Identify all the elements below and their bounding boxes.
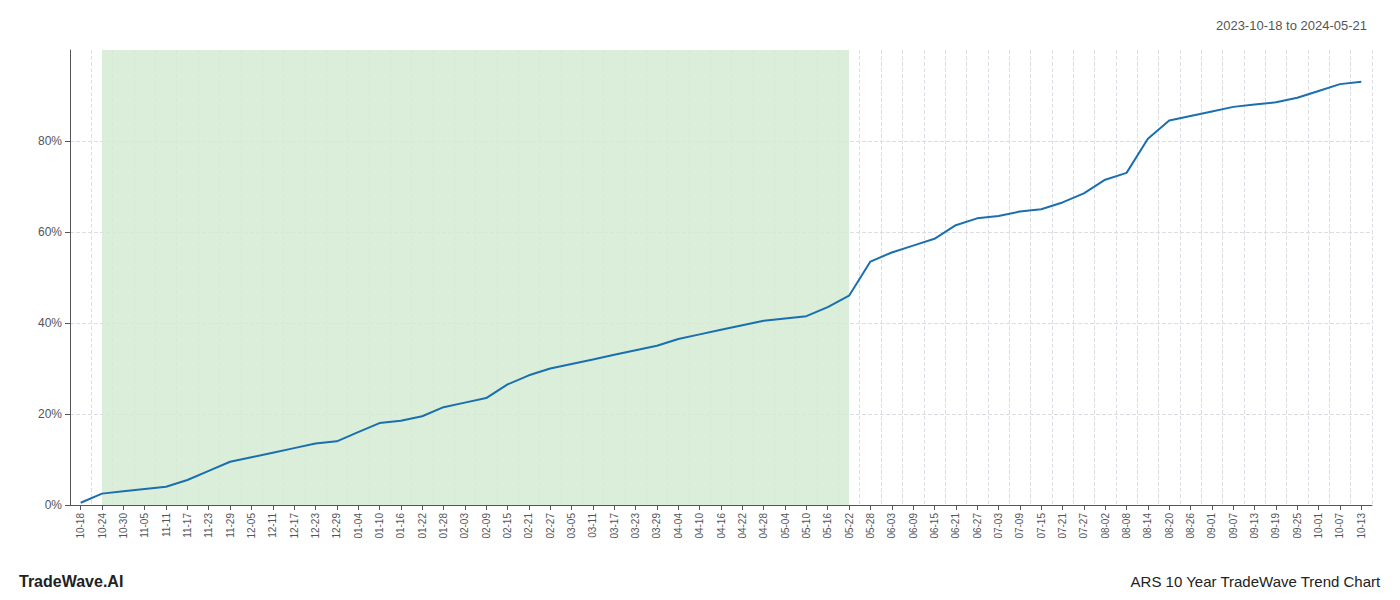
svg-text:12-11: 12-11: [267, 513, 278, 538]
svg-text:10-13: 10-13: [1356, 513, 1367, 539]
svg-text:TradeWave.AI: TradeWave.AI: [19, 573, 123, 590]
svg-text:08-20: 08-20: [1164, 513, 1175, 539]
svg-text:11-05: 11-05: [139, 513, 150, 538]
svg-text:20%: 20%: [38, 407, 62, 421]
svg-text:09-25: 09-25: [1292, 513, 1303, 539]
svg-text:09-19: 09-19: [1270, 513, 1281, 539]
svg-text:04-04: 04-04: [673, 513, 684, 539]
svg-text:08-14: 08-14: [1142, 513, 1153, 539]
svg-text:02-21: 02-21: [523, 513, 534, 539]
svg-text:08-26: 08-26: [1185, 513, 1196, 539]
svg-text:04-28: 04-28: [758, 513, 769, 539]
svg-text:03-29: 03-29: [651, 513, 662, 539]
svg-text:10-30: 10-30: [118, 513, 129, 539]
svg-text:08-08: 08-08: [1121, 513, 1132, 539]
svg-text:06-27: 06-27: [972, 513, 983, 539]
svg-text:02-27: 02-27: [545, 513, 556, 539]
svg-text:02-03: 02-03: [459, 513, 470, 539]
svg-text:07-21: 07-21: [1057, 513, 1068, 539]
svg-text:11-11: 11-11: [161, 513, 172, 538]
svg-text:02-09: 02-09: [481, 513, 492, 539]
svg-text:0%: 0%: [45, 498, 63, 512]
svg-text:04-10: 04-10: [694, 513, 705, 539]
svg-text:09-13: 09-13: [1249, 513, 1260, 539]
svg-text:05-22: 05-22: [844, 513, 855, 539]
svg-text:05-10: 05-10: [801, 513, 812, 539]
svg-text:10-24: 10-24: [97, 513, 108, 539]
svg-text:01-10: 01-10: [374, 513, 385, 539]
svg-text:11-17: 11-17: [182, 513, 193, 538]
svg-text:40%: 40%: [38, 316, 62, 330]
svg-text:06-09: 06-09: [908, 513, 919, 539]
svg-text:10-18: 10-18: [75, 513, 86, 539]
svg-text:04-22: 04-22: [737, 513, 748, 539]
svg-text:05-16: 05-16: [822, 513, 833, 539]
svg-text:03-23: 03-23: [630, 513, 641, 539]
svg-text:05-28: 05-28: [865, 513, 876, 539]
svg-text:05-04: 05-04: [780, 513, 791, 539]
svg-text:11-29: 11-29: [225, 513, 236, 538]
svg-text:04-16: 04-16: [716, 513, 727, 539]
svg-text:01-28: 01-28: [438, 513, 449, 539]
svg-text:06-15: 06-15: [929, 513, 940, 539]
svg-text:07-09: 07-09: [1014, 513, 1025, 539]
svg-text:12-05: 12-05: [246, 513, 257, 539]
svg-text:02-15: 02-15: [502, 513, 513, 539]
svg-text:08-02: 08-02: [1100, 513, 1111, 539]
svg-text:80%: 80%: [38, 134, 62, 148]
svg-text:01-04: 01-04: [353, 513, 364, 539]
svg-text:03-05: 03-05: [566, 513, 577, 539]
svg-text:07-27: 07-27: [1078, 513, 1089, 539]
svg-text:07-15: 07-15: [1036, 513, 1047, 539]
svg-text:07-03: 07-03: [993, 513, 1004, 539]
svg-text:12-17: 12-17: [289, 513, 300, 539]
svg-text:09-01: 09-01: [1206, 513, 1217, 539]
svg-text:12-29: 12-29: [331, 513, 342, 539]
svg-text:11-23: 11-23: [203, 513, 214, 538]
svg-text:06-21: 06-21: [950, 513, 961, 539]
svg-text:10-01: 10-01: [1313, 513, 1324, 539]
svg-text:06-03: 06-03: [886, 513, 897, 539]
svg-text:60%: 60%: [38, 225, 62, 239]
svg-text:03-17: 03-17: [609, 513, 620, 539]
svg-text:ARS 10 Year TradeWave Trend Ch: ARS 10 Year TradeWave Trend Chart: [1131, 573, 1381, 590]
svg-text:12-23: 12-23: [310, 513, 321, 539]
svg-text:01-16: 01-16: [395, 513, 406, 539]
svg-text:01-22: 01-22: [417, 513, 428, 539]
svg-text:09-07: 09-07: [1228, 513, 1239, 539]
svg-text:2023-10-18 to 2024-05-21: 2023-10-18 to 2024-05-21: [1216, 18, 1367, 33]
svg-text:10-07: 10-07: [1334, 513, 1345, 539]
svg-text:03-11: 03-11: [587, 513, 598, 538]
